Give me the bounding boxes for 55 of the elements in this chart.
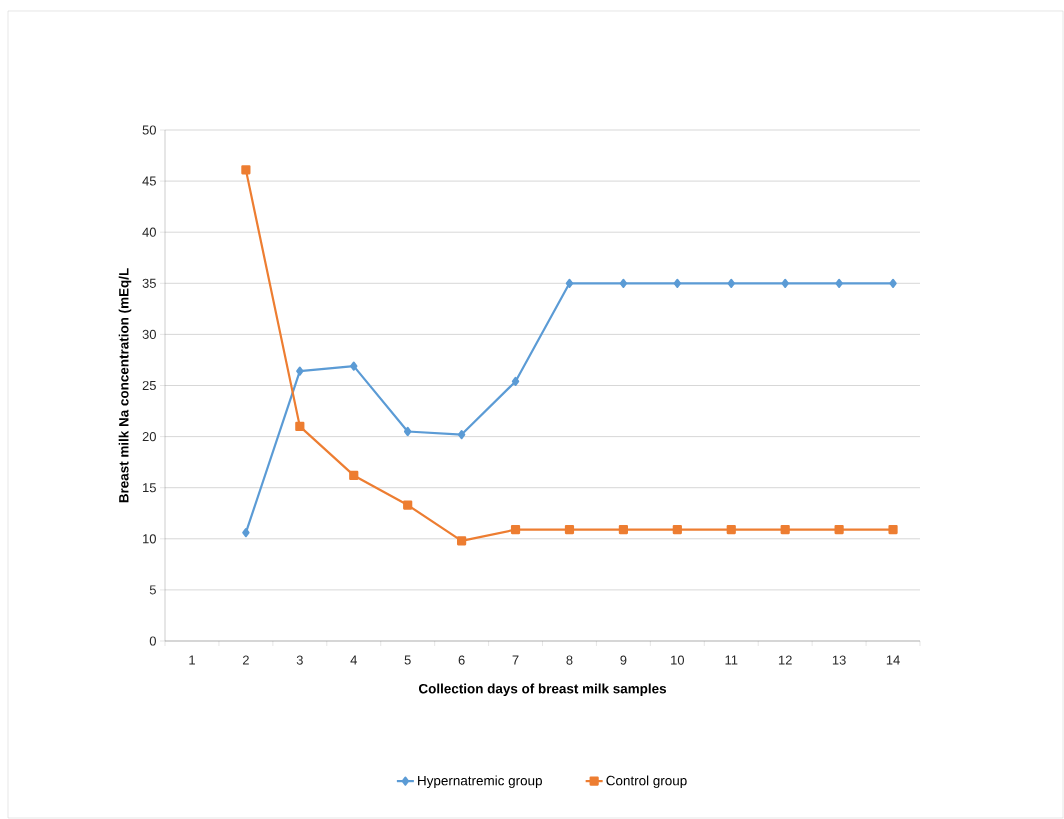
x-tick-label: 12 <box>778 655 792 665</box>
x-tick-label: 9 <box>620 655 627 665</box>
x-tick-label: 4 <box>350 655 357 665</box>
point <box>403 426 412 437</box>
point <box>780 525 790 535</box>
point <box>727 278 735 288</box>
y-tick-label: 45 <box>142 176 156 186</box>
point <box>781 278 789 288</box>
x-tick-label: 6 <box>458 655 465 665</box>
point <box>672 525 682 535</box>
x-axis-title: Collection days of breast milk samples <box>418 683 667 697</box>
point <box>888 525 898 535</box>
point <box>349 470 359 481</box>
y-tick-label: 40 <box>142 227 156 237</box>
point <box>457 536 467 546</box>
y-tick-label: 30 <box>142 329 156 339</box>
point <box>726 525 736 535</box>
point <box>242 528 250 538</box>
point <box>295 421 305 431</box>
x-tick-label: 14 <box>886 655 900 665</box>
x-tick-label: 10 <box>671 655 685 665</box>
x-tick-label: 1 <box>189 655 195 665</box>
y-tick-label: 35 <box>142 278 156 288</box>
x-tick-label: 3 <box>296 655 303 665</box>
y-tick-label: 10 <box>143 534 156 544</box>
x-tick-label: 7 <box>512 655 519 665</box>
point <box>834 525 844 535</box>
point <box>673 278 682 288</box>
y-tick-label: 25 <box>142 380 156 391</box>
point <box>403 500 413 510</box>
point <box>565 278 574 288</box>
point <box>618 525 628 535</box>
point <box>564 525 575 535</box>
point <box>457 429 466 440</box>
y-axis-title: Breast milk Na concentration (mEq/L <box>118 268 132 503</box>
y-tick-label: 0 <box>149 636 156 646</box>
x-tick-label: 2 <box>242 655 249 665</box>
y-tick-label: 20 <box>142 432 156 442</box>
y-tick-label: 15 <box>143 483 156 493</box>
y-tick-label: 50 <box>142 125 156 135</box>
point <box>835 278 843 288</box>
x-tick-label: 5 <box>404 655 411 665</box>
legend-label: Hypernatremic group <box>418 775 542 789</box>
point <box>241 165 251 175</box>
point <box>350 361 358 371</box>
point <box>619 278 628 288</box>
point <box>510 525 521 535</box>
x-tick-label: 8 <box>566 655 573 665</box>
point <box>511 376 520 387</box>
legend-label: Control group <box>606 775 687 789</box>
x-tick-label: 13 <box>832 655 846 665</box>
x-tick-label: 11 <box>725 655 738 665</box>
point <box>296 366 304 376</box>
point <box>889 278 897 288</box>
y-tick-label: 5 <box>149 585 156 595</box>
